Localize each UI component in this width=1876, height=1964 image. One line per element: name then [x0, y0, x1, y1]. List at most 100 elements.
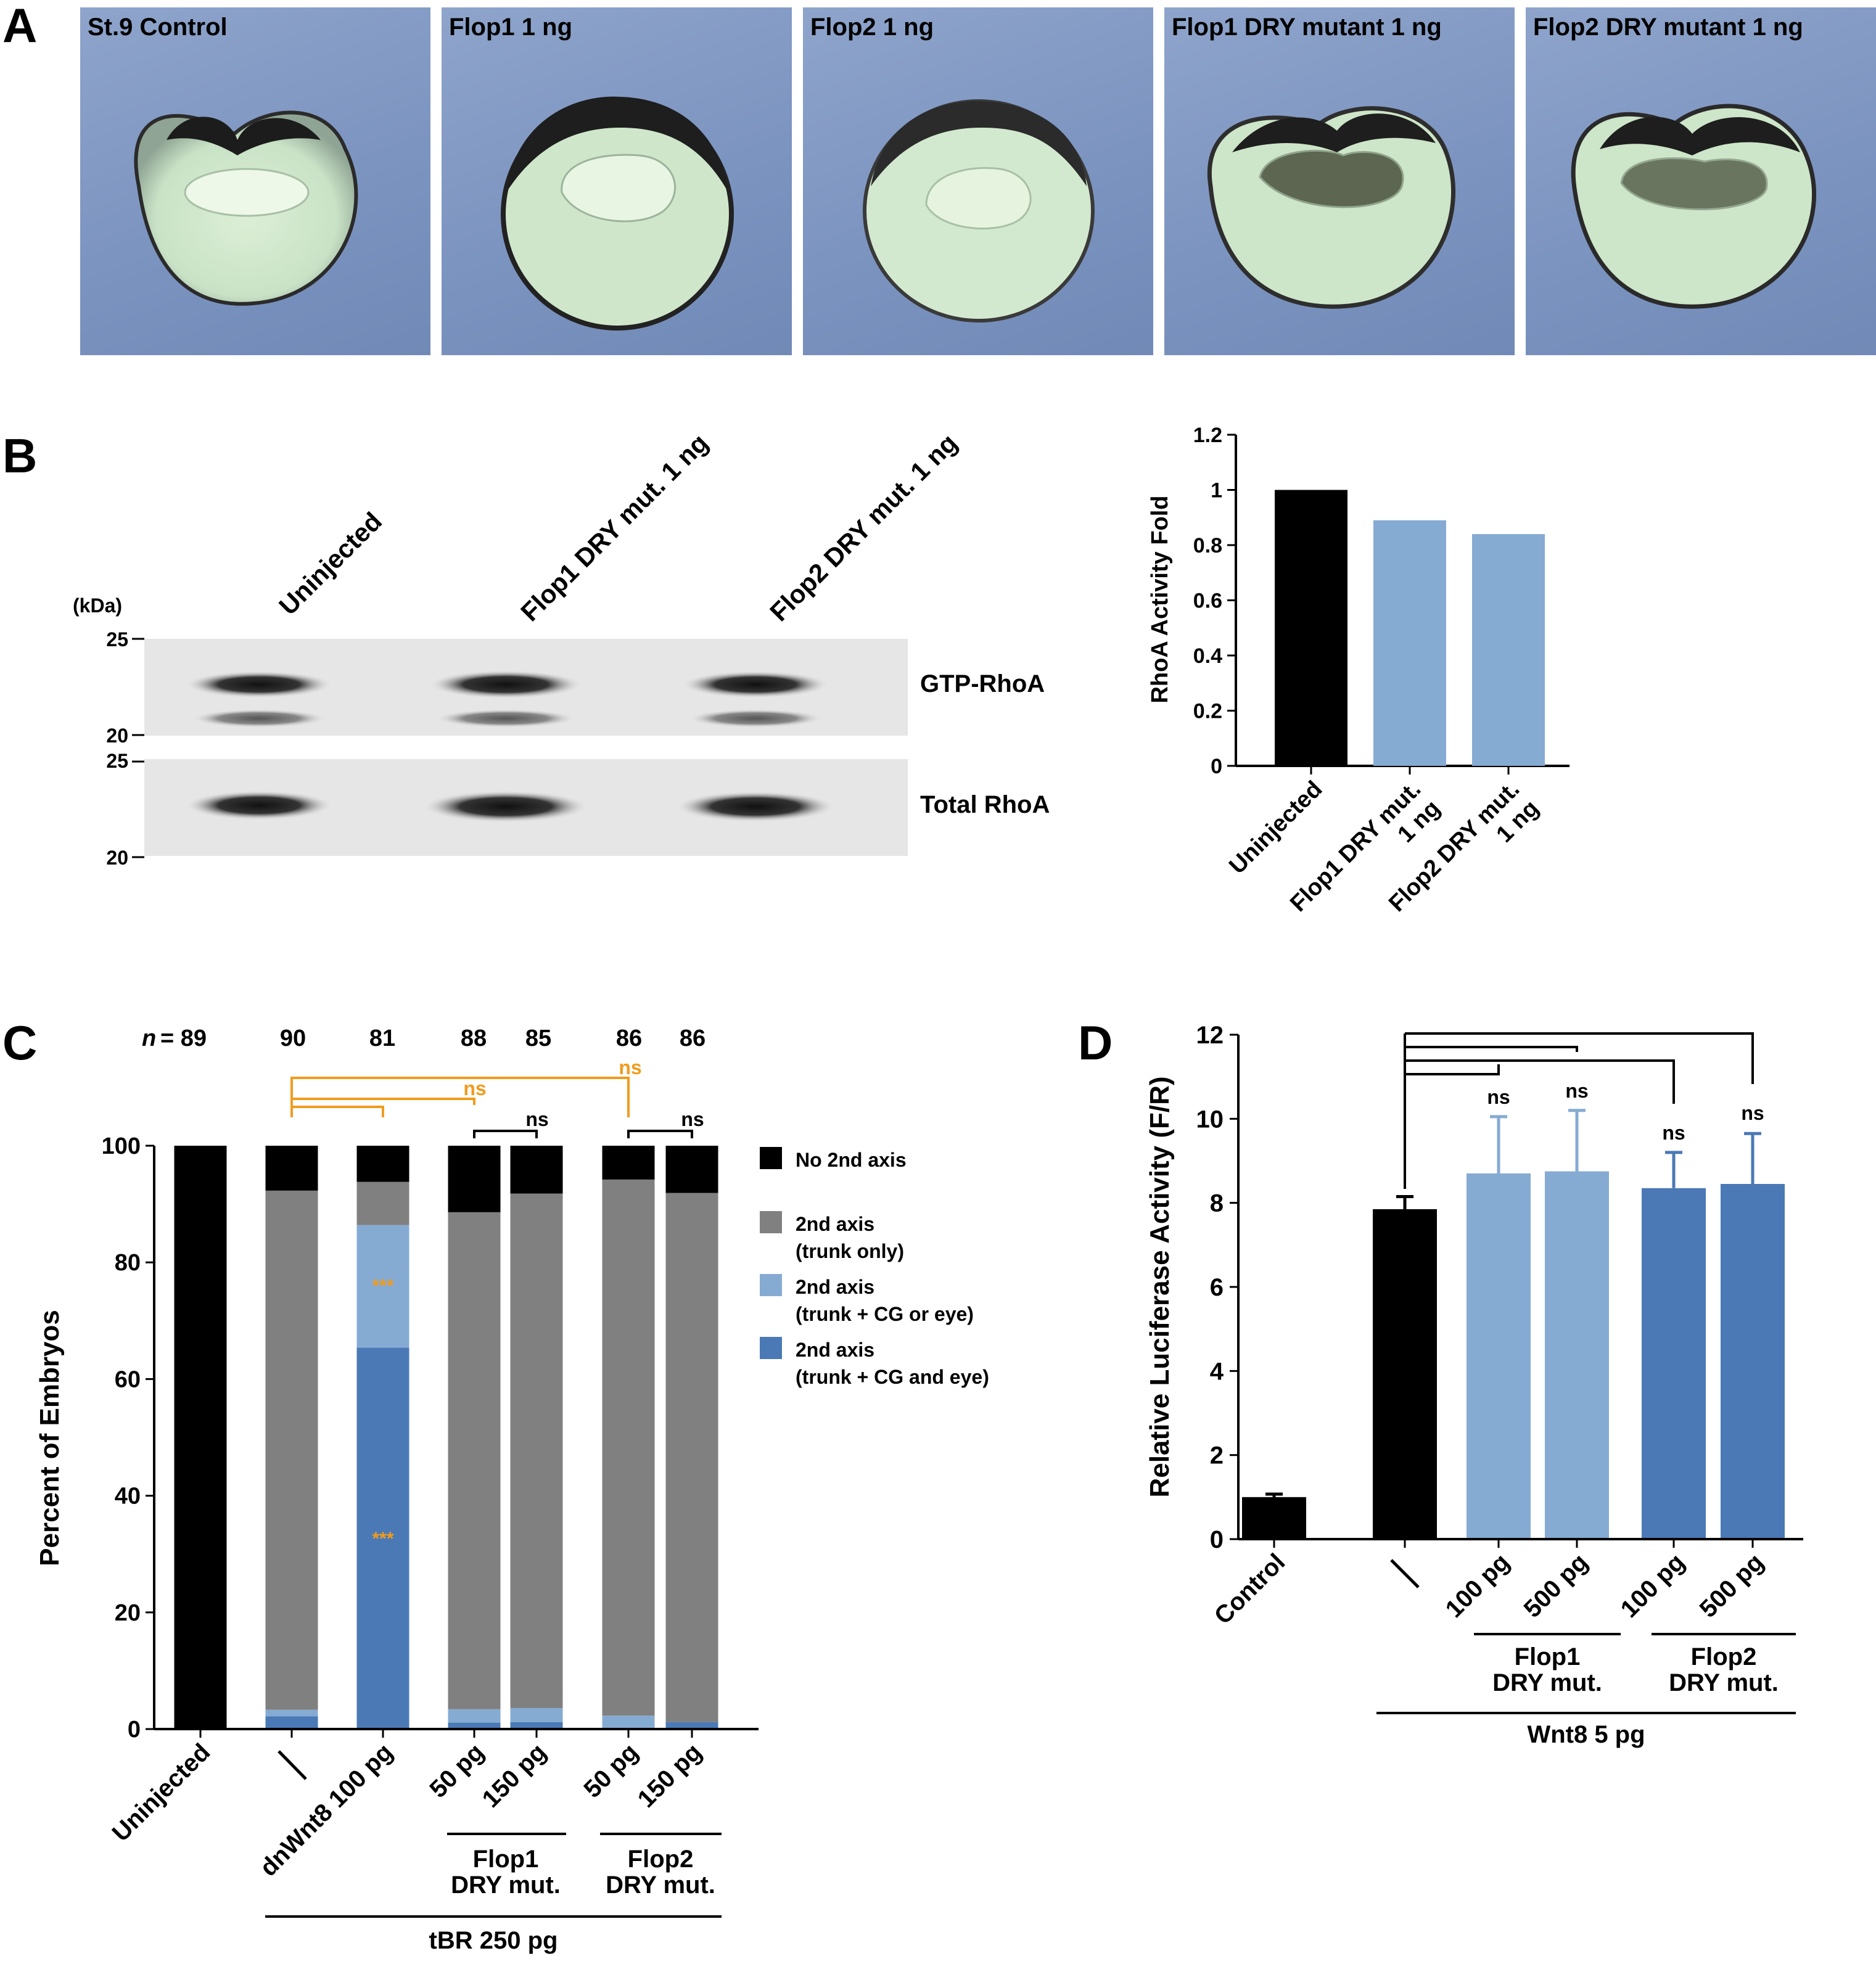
- western-blot: Uninjected Flop1 DRY mut. 1 ng Flop2 DRY…: [73, 428, 1050, 869]
- x-tick-label: 500 pg: [1695, 1548, 1769, 1623]
- stacked-bar-segment: [356, 1347, 409, 1729]
- bar: [1373, 520, 1446, 766]
- n-value: 86: [680, 1025, 706, 1051]
- y-tick-label: 6: [1210, 1274, 1224, 1301]
- significance-stars: ***: [372, 1529, 393, 1549]
- sig-label: ns: [619, 1056, 641, 1079]
- stacked-bar-segment: [356, 1146, 409, 1182]
- group-label: Flop1: [1515, 1643, 1581, 1670]
- blot-band: [688, 709, 823, 728]
- tile-label: Flop2 1 ng: [810, 14, 934, 41]
- sig-label: ns: [1741, 1102, 1764, 1124]
- blot-band: [422, 791, 589, 823]
- n-value: 81: [369, 1025, 395, 1051]
- embryo-photo-panel: St.9 Control Flop1 1 ng Flop2 1 ng Flop1…: [0, 0, 1876, 370]
- blot-row-label: GTP-RhoA: [920, 670, 1045, 697]
- chart-c-second-axis: 0 20 40 60 80 100 Percent of Embryos n = 89 90 81 8…: [35, 1025, 989, 1954]
- group-label: DRY mut.: [451, 1872, 561, 1899]
- sig-bracket: [290, 1077, 630, 1117]
- x-tick-label: 100 pg: [1441, 1548, 1515, 1623]
- group-label: DRY mut.: [1669, 1669, 1779, 1696]
- kda-label: (kDa): [73, 594, 122, 617]
- embryo-image: [863, 99, 1095, 323]
- bar: [1275, 490, 1347, 766]
- sig-label: ns: [1487, 1086, 1510, 1108]
- stacked-bar-segment: [602, 1146, 655, 1180]
- stacked-bar-segment: [265, 1709, 318, 1717]
- stacked-bar-segment: [602, 1715, 655, 1729]
- n-value: 90: [280, 1025, 306, 1051]
- legend-label: (trunk + CG or eye): [796, 1303, 974, 1325]
- legend-swatch: [760, 1147, 782, 1169]
- n-value: 86: [616, 1025, 642, 1051]
- embryo-image: [134, 110, 358, 306]
- stacked-bar-segment: [265, 1716, 318, 1729]
- stacked-bar-segment: [510, 1193, 563, 1708]
- y-tick-label: 1: [1211, 479, 1222, 503]
- y-tick-label: 8: [1210, 1190, 1224, 1217]
- x-tick-label-dash: [1390, 1559, 1420, 1588]
- y-tick-label: 0.4: [1193, 644, 1222, 668]
- stacked-bar-segment: [510, 1722, 563, 1729]
- n-value: = 89: [160, 1025, 207, 1051]
- legend-swatch: [760, 1211, 782, 1233]
- y-tick-label: 10: [1196, 1106, 1224, 1133]
- tile-label: Flop2 DRY mutant 1 ng: [1533, 14, 1803, 41]
- group-label: DRY mut.: [606, 1872, 715, 1899]
- n-value: 88: [461, 1025, 487, 1051]
- panel-letter-b: B: [2, 429, 38, 483]
- embryo-tile: Flop1 DRY mutant 1 ng: [1164, 7, 1515, 355]
- y-tick-label: 1.2: [1193, 424, 1222, 447]
- n-prefix: n: [142, 1025, 156, 1051]
- stacked-bar-segment: [448, 1146, 501, 1212]
- legend-label: No 2nd axis: [796, 1149, 907, 1171]
- kda-marker: 25: [106, 750, 128, 772]
- blot-band: [191, 709, 327, 728]
- y-tick-label: 0: [1211, 755, 1222, 778]
- stacked-bar-segment: [265, 1190, 318, 1710]
- x-tick-label: 500 pg: [1519, 1548, 1594, 1623]
- y-tick-label: 60: [115, 1366, 141, 1392]
- stacked-bar-segment: [265, 1146, 318, 1191]
- bar: [1642, 1188, 1706, 1539]
- group-label: tBR 250 pg: [429, 1927, 558, 1954]
- group-label: Flop1: [473, 1846, 539, 1873]
- legend-label: (trunk only): [796, 1240, 904, 1262]
- sig-label: ns: [1662, 1122, 1685, 1144]
- y-tick-label: 0: [128, 1717, 141, 1743]
- bar: [1373, 1209, 1437, 1539]
- blot-band: [435, 709, 577, 728]
- embryo-image: [501, 96, 734, 331]
- bar: [1467, 1173, 1531, 1539]
- sig-bracket: [627, 1130, 693, 1138]
- group-label: Flop2: [1691, 1643, 1757, 1670]
- stacked-bar-segment: [510, 1707, 563, 1722]
- embryo-tile: St.9 Control: [80, 7, 430, 355]
- embryo-tile: Flop2 1 ng: [803, 7, 1153, 355]
- y-tick-label: 20: [115, 1600, 141, 1626]
- blot-band: [185, 791, 333, 820]
- y-axis-label: RhoA Activity Fold: [1147, 495, 1173, 703]
- group-label: DRY mut.: [1492, 1669, 1602, 1696]
- kda-marker: 20: [106, 725, 128, 747]
- legend-swatch: [760, 1337, 782, 1359]
- legend-label: 2nd axis: [796, 1276, 874, 1298]
- sig-label: ns: [525, 1108, 548, 1130]
- y-tick-label: 100: [102, 1133, 141, 1159]
- stacked-bar-segment: [665, 1146, 718, 1193]
- legend-label: 2nd axis: [796, 1213, 874, 1235]
- embryo-image: [1571, 104, 1817, 309]
- embryo-image: [1207, 106, 1455, 309]
- embryo-tile: Flop2 DRY mutant 1 ng: [1526, 7, 1876, 355]
- n-value: 85: [525, 1025, 551, 1051]
- y-axis-label: Relative Luciferase Activity (F/R): [1145, 1076, 1175, 1497]
- stacked-bar-segment: [665, 1193, 718, 1722]
- significance-stars: ***: [372, 1276, 393, 1296]
- blot-band: [681, 671, 829, 698]
- y-axis-label: Percent of Embryos: [35, 1310, 65, 1566]
- stacked-bar-segment: [174, 1146, 227, 1729]
- panel-letter-a: A: [2, 0, 38, 52]
- legend-swatch: [760, 1274, 782, 1296]
